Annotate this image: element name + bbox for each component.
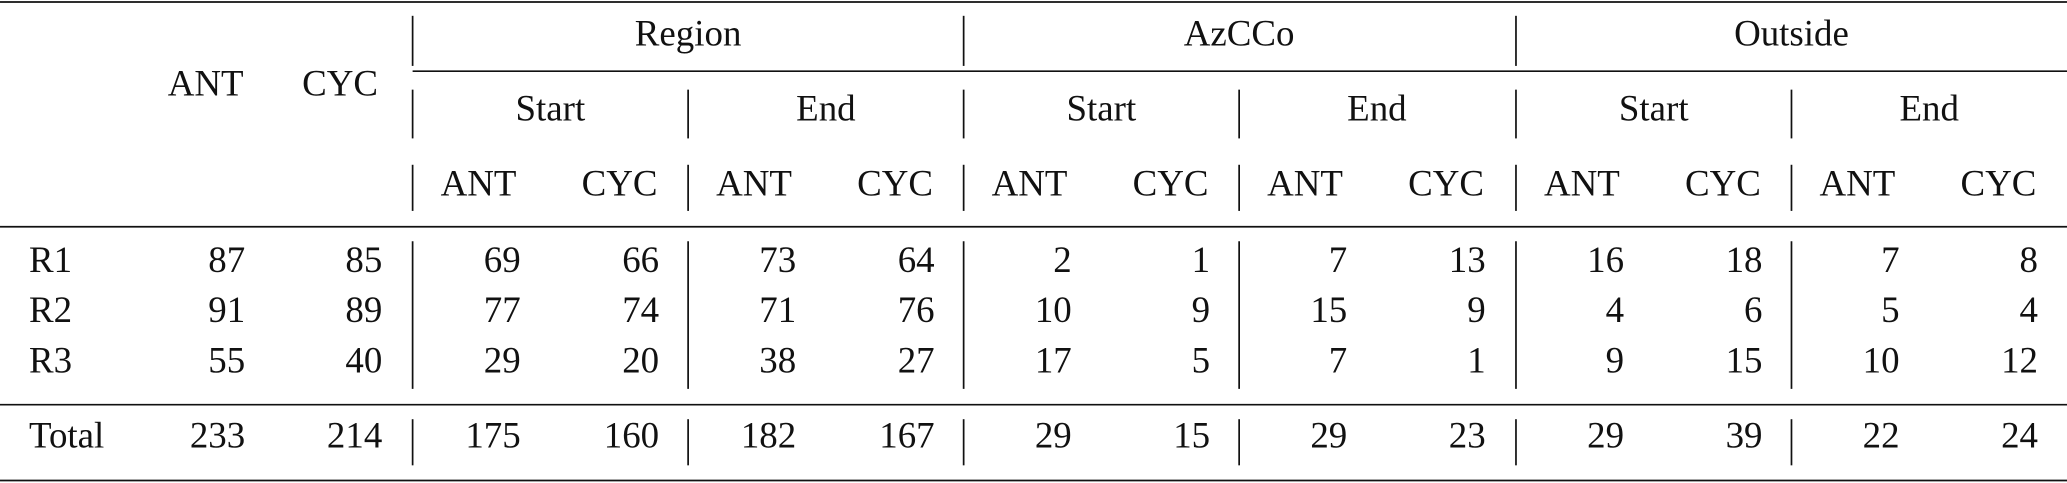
cell: 76 [898, 289, 935, 330]
cell: 17 [1035, 339, 1072, 380]
cell: 73 [759, 239, 796, 280]
cell: 15 [1726, 339, 1763, 380]
cell: 10 [1863, 339, 1900, 380]
column-header: ANT [716, 163, 792, 204]
cell: 13 [1449, 239, 1486, 280]
cell: 2 [1053, 239, 1071, 280]
cell: 7 [1881, 239, 1899, 280]
cell: 1 [1467, 339, 1485, 380]
cell: 15 [1173, 414, 1210, 455]
row-label: R3 [29, 339, 72, 380]
cell: 4 [1606, 289, 1624, 330]
column-header: CYC [1960, 163, 2036, 204]
cell: 77 [484, 289, 521, 330]
cell: 71 [759, 289, 796, 330]
column-header: ANT [1544, 163, 1620, 204]
cell: 167 [879, 414, 934, 455]
cell: 29 [1035, 414, 1072, 455]
cell: 64 [898, 239, 935, 280]
cell: 4 [2020, 289, 2038, 330]
cell: 89 [345, 289, 382, 330]
cell: 85 [345, 239, 382, 280]
cell: 23 [1449, 414, 1486, 455]
group-header: AzCCo [1184, 12, 1295, 53]
cell: 9 [1467, 289, 1485, 330]
cell: 40 [345, 339, 382, 380]
cell: 182 [741, 414, 796, 455]
cell: 7 [1329, 339, 1347, 380]
cell: 7 [1329, 239, 1347, 280]
cell: 29 [1587, 414, 1624, 455]
cell: 91 [208, 289, 245, 330]
column-header: CYC [1408, 163, 1484, 204]
cell: 18 [1726, 239, 1763, 280]
column-header: ANT [1819, 163, 1895, 204]
column-header: CYC [582, 163, 658, 204]
subgroup-header: Start [516, 88, 586, 129]
cell: 12 [2001, 339, 2038, 380]
column-header: CYC [1133, 163, 1209, 204]
column-header: CYC [302, 62, 378, 103]
cell: 233 [190, 414, 245, 455]
cell: 55 [208, 339, 245, 380]
cell: 24 [2001, 414, 2038, 455]
subgroup-header: Start [1619, 88, 1689, 129]
row-label: Total [29, 414, 104, 455]
column-header: CYC [857, 163, 933, 204]
column-header: ANT [1267, 163, 1343, 204]
cell: 66 [622, 239, 659, 280]
column-header: CYC [1685, 163, 1761, 204]
group-header: Region [635, 12, 742, 53]
cell: 160 [604, 414, 659, 455]
cell: 16 [1587, 239, 1624, 280]
cell: 9 [1606, 339, 1624, 380]
cell: 22 [1863, 414, 1900, 455]
cell: 38 [759, 339, 796, 380]
cell: 214 [327, 414, 382, 455]
cell: 15 [1310, 289, 1347, 330]
cell: 5 [1192, 339, 1210, 380]
row-label: R2 [29, 289, 72, 330]
column-header: ANT [441, 163, 517, 204]
subgroup-header: End [1347, 88, 1406, 129]
subgroup-header: End [796, 88, 855, 129]
subgroup-header: End [1900, 88, 1959, 129]
cell: 175 [465, 414, 520, 455]
cell: 29 [484, 339, 521, 380]
group-header: Outside [1734, 12, 1849, 53]
row-label: R1 [29, 239, 72, 280]
cell: 1 [1192, 239, 1210, 280]
column-header: ANT [168, 62, 244, 103]
cell: 87 [208, 239, 245, 280]
cell: 9 [1192, 289, 1210, 330]
cell: 69 [484, 239, 521, 280]
cell: 39 [1726, 414, 1763, 455]
cell: 10 [1035, 289, 1072, 330]
cell: 20 [622, 339, 659, 380]
cell: 27 [898, 339, 935, 380]
column-header: ANT [992, 163, 1068, 204]
cell: 74 [622, 289, 659, 330]
cell: 29 [1310, 414, 1347, 455]
cell: 6 [1744, 289, 1762, 330]
cell: 8 [2020, 239, 2038, 280]
subgroup-header: Start [1067, 88, 1137, 129]
cell: 5 [1881, 289, 1899, 330]
